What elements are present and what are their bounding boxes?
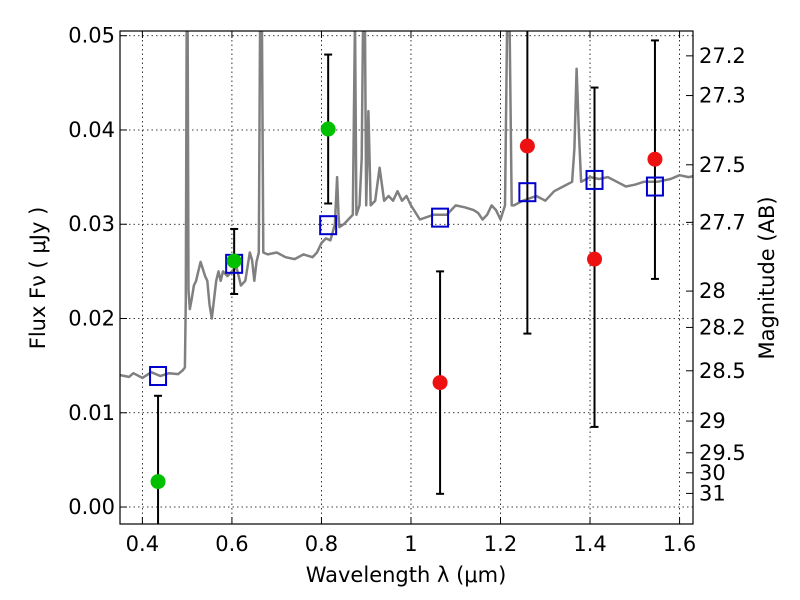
x-tick-label: 0.6 — [215, 532, 248, 556]
near-ir-detection-marker — [519, 138, 535, 154]
magnitude-tick-label: 27.3 — [699, 84, 746, 108]
magnitude-tick-label: 28.5 — [699, 359, 746, 383]
near-ir-detection-marker — [587, 251, 603, 267]
near-ir-detection-marker — [432, 375, 448, 391]
x-tick-label: 1.4 — [573, 532, 606, 556]
x-tick-labels: 0.4 0.6 0.8 1 1.2 1.4 1.6 — [126, 532, 697, 556]
magnitude-tick-label: 31 — [699, 481, 726, 505]
model-band-marker — [319, 215, 338, 236]
plot-area — [120, 31, 693, 524]
grid — [120, 31, 693, 524]
magnitude-tick-label: 28 — [699, 279, 726, 303]
model-band-marker — [585, 169, 604, 190]
x-tick-label: 1.6 — [663, 532, 696, 556]
magnitude-tick-label: 28.2 — [699, 315, 746, 339]
model-band-marker — [518, 182, 537, 203]
y-tick-label: 0.03 — [68, 212, 115, 236]
marker-layer — [149, 121, 664, 490]
x-tick-label: 0.4 — [126, 532, 159, 556]
ticks — [120, 31, 693, 524]
magnitude-tick-label: 30 — [699, 461, 726, 485]
x-tick-label: 1.2 — [484, 532, 517, 556]
x-tick-label: 0.8 — [305, 532, 338, 556]
optical-detection-marker — [150, 474, 166, 490]
magnitude-tick-label: 29 — [699, 409, 726, 433]
x-tick-label: 1 — [404, 532, 417, 556]
magnitude-tick-label: 27.7 — [699, 210, 746, 234]
magnitude-tick-label: 27.2 — [699, 44, 746, 68]
optical-detection-marker — [320, 121, 336, 137]
model-band-marker — [149, 366, 168, 387]
optical-detection-marker — [226, 253, 242, 269]
y-tick-label: 0.02 — [68, 307, 115, 331]
y-tick-label: 0.00 — [68, 495, 115, 519]
spectrum-line — [120, 31, 693, 380]
magnitude-axis-label: Magnitude (AB) — [755, 196, 779, 359]
magnitude-tick-label: 27.5 — [699, 153, 746, 177]
magnitude-tick-label: 29.5 — [699, 441, 746, 465]
y-tick-label: 0.05 — [68, 24, 115, 48]
y-tick-label: 0.04 — [68, 118, 115, 142]
spectrum-layer — [120, 31, 693, 380]
model-band-marker — [431, 207, 450, 228]
x-axis-label: Wavelength λ (μm) — [306, 563, 507, 587]
y-tick-label: 0.01 — [68, 401, 115, 425]
model-band-marker — [645, 176, 664, 197]
y-tick-labels: 0.00 0.01 0.02 0.03 0.04 0.05 — [68, 24, 115, 519]
y-axis-label: Flux Fν ( μJy ) — [26, 207, 50, 350]
plot-frame — [119, 30, 694, 525]
near-ir-detection-marker — [647, 151, 663, 167]
